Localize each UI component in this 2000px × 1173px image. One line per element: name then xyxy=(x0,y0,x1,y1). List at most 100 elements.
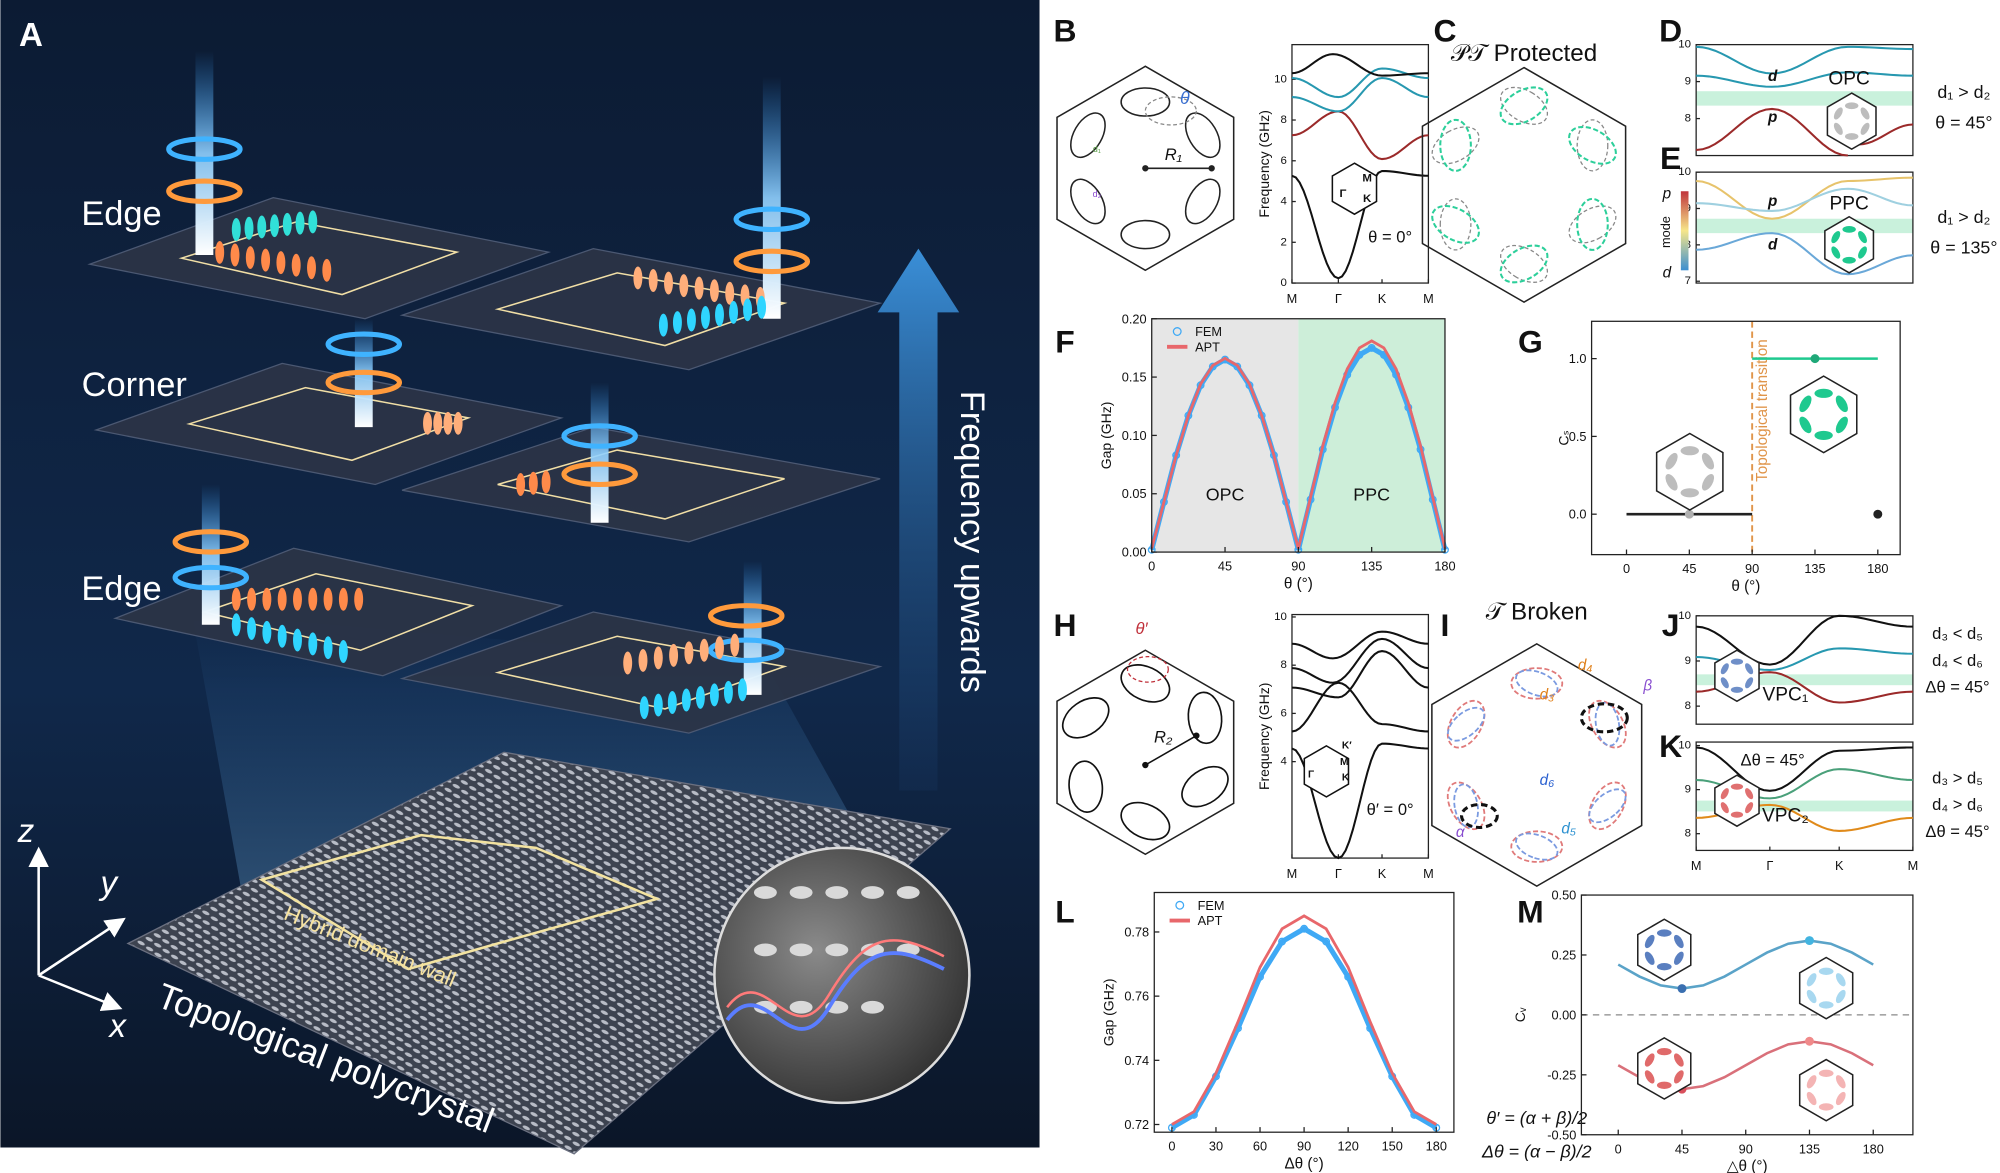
label: OPC xyxy=(1828,69,1870,90)
label: M xyxy=(1362,173,1372,185)
field-peak xyxy=(295,211,305,235)
field-peak xyxy=(244,216,254,240)
y-tick-label: 10 xyxy=(1678,166,1691,178)
rotation-guide xyxy=(1144,96,1197,126)
inset-scatterer xyxy=(1844,133,1859,140)
label: d₄ > d₆ xyxy=(1932,795,1983,814)
scatterer xyxy=(1070,112,1106,159)
domain-wall-path xyxy=(178,221,460,296)
layer-plate xyxy=(399,611,883,734)
zoom-pillar xyxy=(789,886,813,899)
label: p xyxy=(1767,193,1777,210)
marker-point xyxy=(1873,509,1883,519)
light-beam xyxy=(762,76,781,319)
layer-label: Edge xyxy=(81,570,161,608)
spin-ring xyxy=(708,603,785,629)
inset-scatterer xyxy=(1833,107,1843,120)
scatterer xyxy=(1515,669,1559,698)
gap-stripe xyxy=(1696,218,1913,234)
panel-label: F xyxy=(1055,324,1074,360)
x-tick-label: 120 xyxy=(1338,1139,1359,1154)
domain-wall xyxy=(258,833,661,971)
x-axis-label: △θ (°) xyxy=(1727,1158,1768,1173)
axes-frame xyxy=(1590,320,1901,556)
y-tick-label: 8 xyxy=(1280,659,1286,671)
y-axis-label: Frequency (GHz) xyxy=(1256,110,1272,217)
axes-frame xyxy=(1695,43,1914,157)
zoom-pillar xyxy=(753,943,777,957)
field-peak xyxy=(354,587,364,611)
gap-stripe xyxy=(1696,800,1913,812)
inset-scatterer xyxy=(1814,430,1833,441)
field-peak xyxy=(679,274,689,298)
band-curve xyxy=(1696,107,1849,157)
y-tick-label: 0.15 xyxy=(1122,370,1147,385)
zoom-wave xyxy=(725,951,945,1031)
k-label: M xyxy=(1423,866,1434,881)
field-peak xyxy=(231,613,241,637)
field-peak xyxy=(684,641,694,665)
label: d₁ > d₂ xyxy=(1937,82,1990,102)
domain-wall-path xyxy=(186,386,472,462)
field-peak xyxy=(423,411,432,435)
scatterer xyxy=(1568,125,1617,165)
spin-ring xyxy=(166,178,243,204)
field-peak xyxy=(633,266,643,290)
axis-name: x xyxy=(107,1008,127,1045)
field-peak xyxy=(293,628,302,652)
inset-scatterer xyxy=(1673,951,1684,965)
unit-cell xyxy=(1303,744,1350,798)
field-peak xyxy=(737,678,747,702)
x-axis-label: Δθ (°) xyxy=(1284,1156,1323,1173)
series-line xyxy=(1171,914,1437,1126)
scatterer xyxy=(1446,781,1486,831)
x-tick-label: 135 xyxy=(1361,559,1382,574)
field-peak xyxy=(453,411,463,435)
label: K xyxy=(1363,193,1372,205)
k-label: K xyxy=(1835,858,1844,873)
scatterer xyxy=(1431,204,1480,244)
label: d xyxy=(1768,68,1778,85)
label: β xyxy=(1642,677,1652,694)
field-peak xyxy=(277,587,287,611)
inset-scatterer xyxy=(1806,973,1817,987)
label: Δθ = 45° xyxy=(1925,678,1989,697)
x-axis-label: θ (°) xyxy=(1284,575,1313,592)
inset-scatterer xyxy=(1818,1001,1834,1009)
scatterer xyxy=(1568,205,1617,244)
inset-scatterer xyxy=(1644,951,1655,965)
inset-scatterer xyxy=(1656,963,1672,971)
field-peak xyxy=(282,212,292,236)
x-tick-label: 180 xyxy=(1434,559,1455,574)
layer-label: Edge xyxy=(81,195,161,233)
arrow-label: Frequency upwards xyxy=(953,391,991,693)
spin-ring xyxy=(708,637,785,663)
panel-label: L xyxy=(1055,894,1074,930)
label: θ′ = (α + β)/2 xyxy=(1486,1108,1587,1128)
field-peak xyxy=(672,311,682,335)
y-axis-label: Cᵥ xyxy=(1512,1007,1528,1022)
label: Δθ = (α − β)/2 xyxy=(1481,1141,1592,1161)
panel-label: G xyxy=(1518,324,1543,360)
panel-label: K xyxy=(1659,728,1682,764)
x-axis-label: θ (°) xyxy=(1731,578,1760,595)
x-tick-label: 180 xyxy=(1863,1141,1884,1156)
inset-scatterer xyxy=(1835,416,1848,434)
y-tick-label: 0.25 xyxy=(1551,947,1576,962)
spin-ring xyxy=(325,331,403,357)
field-peak xyxy=(257,215,267,239)
y-tick-label: 0.0 xyxy=(1569,507,1587,522)
inset-scatterer xyxy=(1835,1075,1846,1089)
label: K′ xyxy=(1342,740,1352,751)
field-peak xyxy=(715,303,724,327)
inset-scatterer xyxy=(1745,663,1754,675)
scatterer xyxy=(1500,244,1549,283)
y-tick-label: 4 xyxy=(1280,756,1287,768)
legend-label: FEM xyxy=(1195,324,1222,339)
axis-name: y xyxy=(98,865,119,902)
field-peak xyxy=(709,279,719,303)
y-tick-label: 8 xyxy=(1685,700,1691,712)
x-tick-label: 135 xyxy=(1804,561,1825,576)
